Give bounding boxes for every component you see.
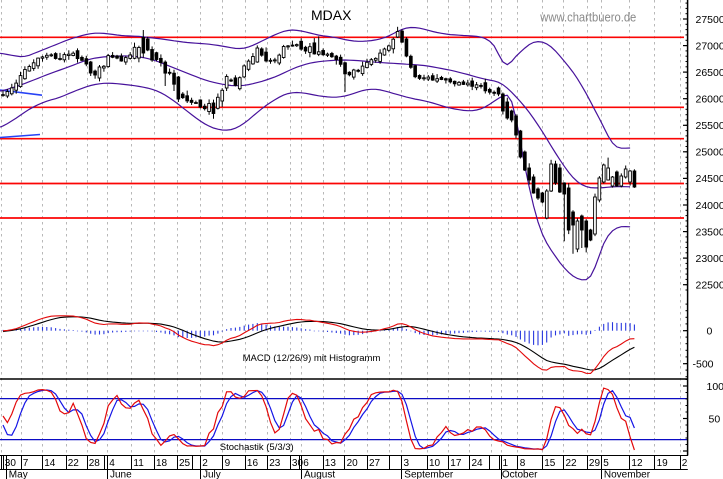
- svg-text:24000: 24000: [696, 200, 723, 212]
- svg-text:November: November: [604, 470, 651, 479]
- svg-text:24500: 24500: [696, 173, 723, 185]
- svg-text:3: 3: [404, 458, 410, 469]
- svg-text:7: 7: [23, 458, 29, 469]
- svg-text:August: August: [304, 470, 335, 479]
- svg-text:MACD (12/26/9) mit Histogramm: MACD (12/26/9) mit Histogramm: [243, 353, 381, 364]
- svg-text:16: 16: [247, 458, 259, 469]
- svg-text:October: October: [502, 470, 538, 479]
- svg-text:24: 24: [472, 458, 484, 469]
- svg-text:5: 5: [603, 458, 609, 469]
- svg-text:9: 9: [225, 458, 231, 469]
- svg-text:-500: -500: [693, 359, 714, 371]
- svg-text:18: 18: [156, 458, 168, 469]
- svg-text:27500: 27500: [696, 14, 723, 26]
- svg-text:26500: 26500: [696, 67, 723, 79]
- svg-text:0: 0: [707, 326, 713, 338]
- svg-text:8: 8: [520, 458, 526, 469]
- svg-text:20: 20: [347, 458, 359, 469]
- svg-text:May: May: [9, 470, 28, 479]
- svg-text:25500: 25500: [696, 120, 723, 132]
- svg-text:22: 22: [68, 458, 80, 469]
- svg-text:27: 27: [369, 458, 381, 469]
- svg-text:22: 22: [566, 458, 578, 469]
- svg-text:6: 6: [303, 458, 309, 469]
- svg-text:23500: 23500: [696, 226, 723, 238]
- svg-text:23000: 23000: [696, 253, 723, 265]
- svg-text:25: 25: [179, 458, 191, 469]
- svg-text:13: 13: [325, 458, 337, 469]
- svg-text:10: 10: [429, 458, 441, 469]
- svg-text:17: 17: [450, 458, 462, 469]
- svg-text:28: 28: [89, 458, 101, 469]
- svg-text:100: 100: [707, 381, 723, 393]
- svg-text:July: July: [203, 470, 221, 479]
- svg-text:June: June: [110, 470, 132, 479]
- svg-text:September: September: [404, 470, 454, 479]
- svg-text:14: 14: [44, 458, 56, 469]
- svg-text:30: 30: [5, 458, 17, 469]
- svg-text:30: 30: [292, 458, 304, 469]
- svg-text:25000: 25000: [696, 147, 723, 159]
- svg-text:Stochastik (5/3/3): Stochastik (5/3/3): [220, 442, 294, 453]
- svg-text:4: 4: [109, 458, 115, 469]
- svg-text:50: 50: [709, 413, 721, 425]
- svg-text:29: 29: [589, 458, 601, 469]
- svg-text:12: 12: [631, 458, 643, 469]
- svg-text:11: 11: [133, 458, 144, 469]
- svg-text:2: 2: [202, 458, 208, 469]
- svg-text:22500: 22500: [696, 280, 723, 292]
- svg-text:27000: 27000: [696, 40, 723, 52]
- svg-text:23: 23: [269, 458, 281, 469]
- svg-text:26000: 26000: [696, 94, 723, 106]
- svg-text:19: 19: [657, 458, 669, 469]
- svg-text:www.chartbuero.de: www.chartbuero.de: [539, 10, 636, 25]
- svg-text:1: 1: [503, 458, 509, 469]
- svg-text:15: 15: [544, 458, 556, 469]
- svg-text:MDAX: MDAX: [311, 7, 352, 23]
- svg-text:26: 26: [682, 458, 694, 469]
